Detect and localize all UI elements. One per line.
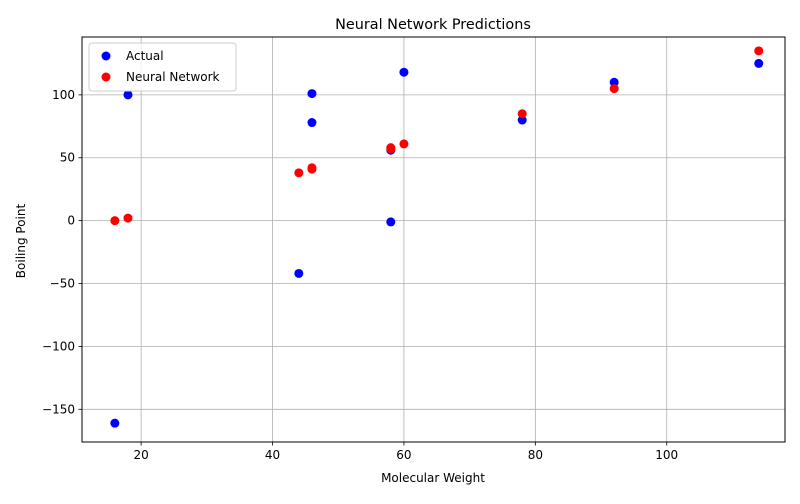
- chart-title: Neural Network Predictions: [335, 17, 531, 33]
- actual-point: [517, 115, 527, 125]
- legend-label-actual: Actual: [126, 49, 164, 63]
- actual-point: [307, 89, 317, 99]
- grid: [82, 37, 785, 442]
- y-tick-label: −50: [50, 277, 75, 291]
- actual-point: [294, 268, 304, 278]
- actual-point: [386, 217, 396, 227]
- y-tick-label: −150: [42, 402, 75, 416]
- data-points: [110, 46, 764, 428]
- neural-network-point: [123, 213, 133, 223]
- y-tick-label: 0: [67, 214, 75, 228]
- legend: Actual Neural Network: [88, 42, 237, 92]
- legend-box: [88, 42, 237, 92]
- legend-marker-neural-network: [101, 72, 111, 82]
- neural-network-point: [517, 109, 527, 119]
- neural-network-point: [386, 143, 396, 153]
- actual-point: [399, 67, 409, 77]
- actual-point: [110, 418, 120, 428]
- y-tick-label: 50: [60, 151, 75, 165]
- actual-point: [754, 58, 764, 68]
- actual-point: [609, 77, 619, 87]
- y-tick-label: −100: [42, 339, 75, 353]
- actual-point: [307, 118, 317, 128]
- x-axis-label: Molecular Weight: [381, 471, 485, 485]
- neural-network-point: [754, 46, 764, 56]
- neural-network-point: [609, 84, 619, 94]
- neural-network-point: [307, 163, 317, 173]
- x-tick-label: 40: [265, 448, 280, 462]
- x-tick-label: 60: [396, 448, 411, 462]
- x-tick-label: 20: [133, 448, 148, 462]
- y-tick-label: 100: [52, 88, 75, 102]
- legend-label-neural-network: Neural Network: [126, 70, 220, 84]
- neural-network-point: [399, 139, 409, 149]
- neural-network-point: [294, 168, 304, 178]
- actual-point: [123, 90, 133, 100]
- neural-network-point: [110, 216, 120, 226]
- x-tick-label: 80: [528, 448, 543, 462]
- y-axis-label: Boiling Point: [14, 204, 28, 279]
- axis-ticks: 20 40 60 80 100 −150 −100 −50 0 50 100: [42, 88, 678, 462]
- plot-frame: [81, 36, 786, 443]
- legend-marker-actual: [101, 51, 111, 61]
- x-tick-label: 100: [655, 448, 678, 462]
